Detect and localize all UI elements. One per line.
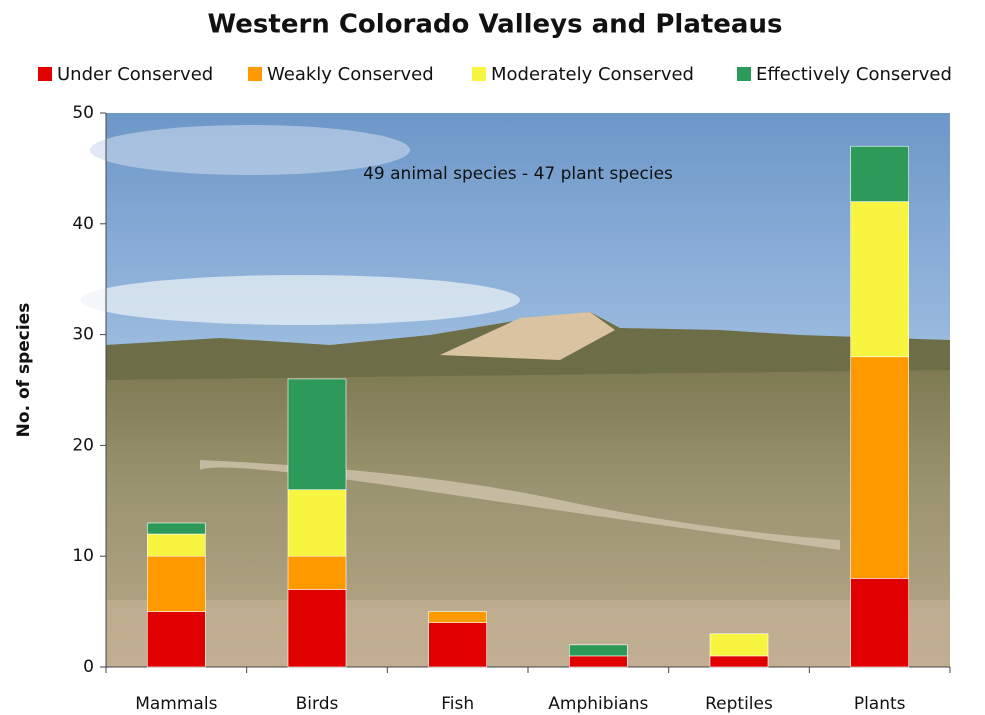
x-tick-label: Birds xyxy=(296,694,339,714)
bar-segment xyxy=(428,622,487,668)
bar-segment xyxy=(850,145,909,202)
y-tick-label: 10 xyxy=(72,546,94,566)
bar-segment xyxy=(287,489,347,557)
x-tick-label: Mammals xyxy=(135,694,217,714)
background-photo xyxy=(80,113,950,667)
bar-segment xyxy=(287,378,347,491)
bar-segment xyxy=(147,611,206,668)
y-tick-label: 30 xyxy=(72,325,94,345)
bar-segment xyxy=(147,522,206,535)
bar-segment xyxy=(709,633,769,657)
x-tick-label: Plants xyxy=(854,694,906,714)
legend-swatch xyxy=(737,67,751,81)
legend-swatch xyxy=(472,67,486,81)
legend-swatch xyxy=(248,67,262,81)
y-tick-label: 0 xyxy=(83,657,94,677)
legend-label: Moderately Conserved xyxy=(491,64,694,85)
bar-segment xyxy=(147,533,206,557)
bar-segment xyxy=(850,578,909,668)
x-tick-label: Fish xyxy=(441,694,474,714)
annotation: 49 animal species - 47 plant species xyxy=(363,164,673,184)
legend-label: Weakly Conserved xyxy=(267,64,434,85)
bar-segment xyxy=(287,555,347,590)
legend-label: Under Conserved xyxy=(57,64,213,85)
bar-segment xyxy=(850,201,909,358)
bar-segment xyxy=(709,655,769,668)
bar-segment xyxy=(569,655,628,668)
legend-swatch xyxy=(38,67,52,81)
y-tick-label: 40 xyxy=(72,214,94,234)
legend-label: Effectively Conserved xyxy=(756,64,952,85)
bar-segment xyxy=(569,644,628,657)
bar-segment xyxy=(428,611,487,623)
bar-segment xyxy=(850,356,909,579)
x-tick-label: Reptiles xyxy=(705,694,773,714)
bar-segment xyxy=(147,555,206,612)
y-tick-label: 20 xyxy=(72,435,94,455)
chart-title: Western Colorado Valleys and Plateaus xyxy=(208,10,783,40)
bar-segment xyxy=(287,589,347,668)
y-axis-title: No. of species xyxy=(14,303,34,438)
y-tick-label: 50 xyxy=(72,103,94,123)
x-tick-label: Amphibians xyxy=(548,694,648,714)
